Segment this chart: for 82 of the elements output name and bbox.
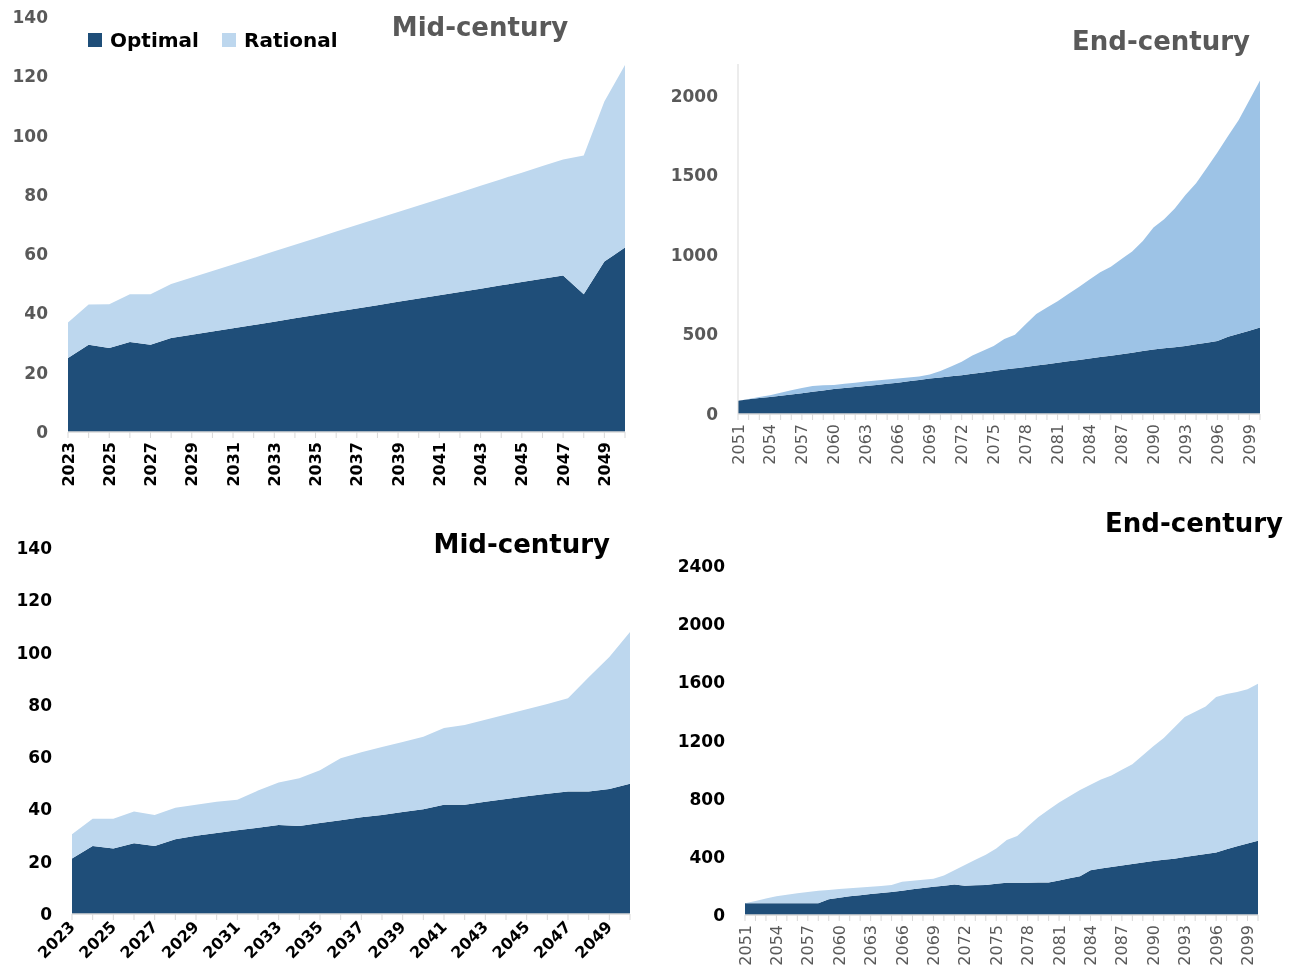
x-tick-label: 2041	[429, 442, 449, 487]
x-tick-label: 2075	[986, 925, 1006, 966]
x-tick-label: 2060	[824, 424, 844, 465]
x-tick-label: 2099	[1239, 424, 1259, 465]
x-tick-label: 2054	[760, 424, 780, 465]
x-tick-label: 2057	[798, 925, 818, 966]
x-tick-label: 2060	[829, 925, 849, 966]
y-tick-label: 120	[16, 590, 53, 611]
x-tick-label: 2075	[984, 424, 1004, 465]
x-tick-label: 2063	[856, 424, 876, 465]
x-tick-label: 2081	[1048, 424, 1068, 465]
x-tick-label: 2037	[347, 442, 367, 487]
x-tick-label: 2087	[1112, 424, 1132, 465]
x-tick-label: 2078	[1016, 424, 1036, 465]
x-tick-label: 2087	[1112, 925, 1132, 966]
x-tick-label: 2084	[1080, 424, 1100, 465]
legend-label: Rational	[244, 28, 338, 52]
x-tick-label: 2045	[512, 442, 532, 487]
x-tick-label: 2099	[1238, 925, 1258, 966]
x-tick-label: 2051	[735, 925, 755, 966]
y-tick-label: 120	[12, 66, 49, 87]
x-tick-label: 2069	[923, 925, 943, 966]
x-tick-label: 2072	[952, 424, 972, 465]
x-tick-label: 2035	[306, 442, 326, 487]
y-tick-label: 40	[28, 799, 53, 820]
x-tick-label: 2078	[1018, 925, 1038, 966]
y-tick-label: 80	[28, 694, 53, 715]
x-tick-label: 2081	[1049, 925, 1069, 966]
y-tick-label: 60	[28, 747, 53, 768]
y-tick-label: 1500	[670, 165, 719, 186]
x-tick-label: 2043	[471, 442, 491, 487]
x-tick-label: 2066	[888, 424, 908, 465]
x-tick-label: 2096	[1207, 424, 1227, 465]
y-tick-label: 60	[24, 244, 49, 265]
x-tick-label: 2033	[264, 442, 284, 487]
y-tick-label: 140	[16, 538, 53, 558]
x-tick-label: 2054	[766, 925, 786, 966]
y-tick-label: 800	[689, 788, 726, 809]
x-tick-label: 2093	[1175, 424, 1195, 465]
x-tick-label: 2025	[99, 442, 119, 487]
x-tick-label: 2063	[861, 925, 881, 966]
y-tick-label: 20	[28, 851, 53, 872]
y-tick-label: 1200	[677, 730, 726, 751]
x-tick-label: 2057	[792, 424, 812, 465]
y-tick-label: 140	[12, 7, 49, 27]
x-tick-label: 2069	[920, 424, 940, 465]
x-tick-label: 2031	[223, 442, 243, 487]
y-tick-label: 0	[40, 904, 53, 924]
y-tick-label: 2400	[677, 556, 726, 576]
x-tick-label: 2039	[388, 442, 408, 487]
x-tick-label: 2027	[141, 442, 161, 487]
x-tick-label: 2090	[1143, 424, 1163, 465]
x-tick-label: 2047	[553, 442, 573, 487]
x-tick-label: 2072	[955, 925, 975, 966]
y-tick-label: 0	[706, 404, 719, 424]
y-tick-label: 1600	[677, 672, 726, 693]
y-tick-label: 20	[24, 362, 49, 383]
y-tick-label: 0	[713, 905, 726, 925]
y-tick-label: 100	[16, 642, 53, 663]
chart-title: End-century	[1072, 26, 1251, 56]
y-tick-label: 400	[689, 846, 726, 867]
y-tick-label: 80	[24, 184, 49, 205]
y-tick-label: 1000	[670, 244, 719, 265]
x-tick-label: 2051	[728, 424, 748, 465]
y-tick-label: 40	[24, 303, 49, 324]
x-tick-label: 2090	[1143, 925, 1163, 966]
legend-label: Optimal	[110, 28, 199, 52]
x-tick-label: 2066	[892, 925, 912, 966]
x-tick-label: 2029	[182, 442, 202, 487]
y-tick-label: 500	[682, 324, 719, 345]
chart-title: Mid-century	[391, 12, 569, 42]
x-tick-label: 2084	[1080, 925, 1100, 966]
x-tick-label: 2023	[58, 442, 78, 487]
y-tick-label: 0	[36, 422, 49, 442]
x-tick-label: 2096	[1206, 925, 1226, 966]
chart-title: Mid-century	[433, 529, 611, 559]
chart-title: End-century	[1105, 508, 1284, 538]
y-tick-label: 100	[12, 125, 49, 146]
x-tick-label: 2093	[1175, 925, 1195, 966]
x-tick-label: 2049	[594, 442, 614, 487]
y-tick-label: 2000	[670, 85, 719, 106]
y-tick-label: 2000	[677, 614, 726, 635]
